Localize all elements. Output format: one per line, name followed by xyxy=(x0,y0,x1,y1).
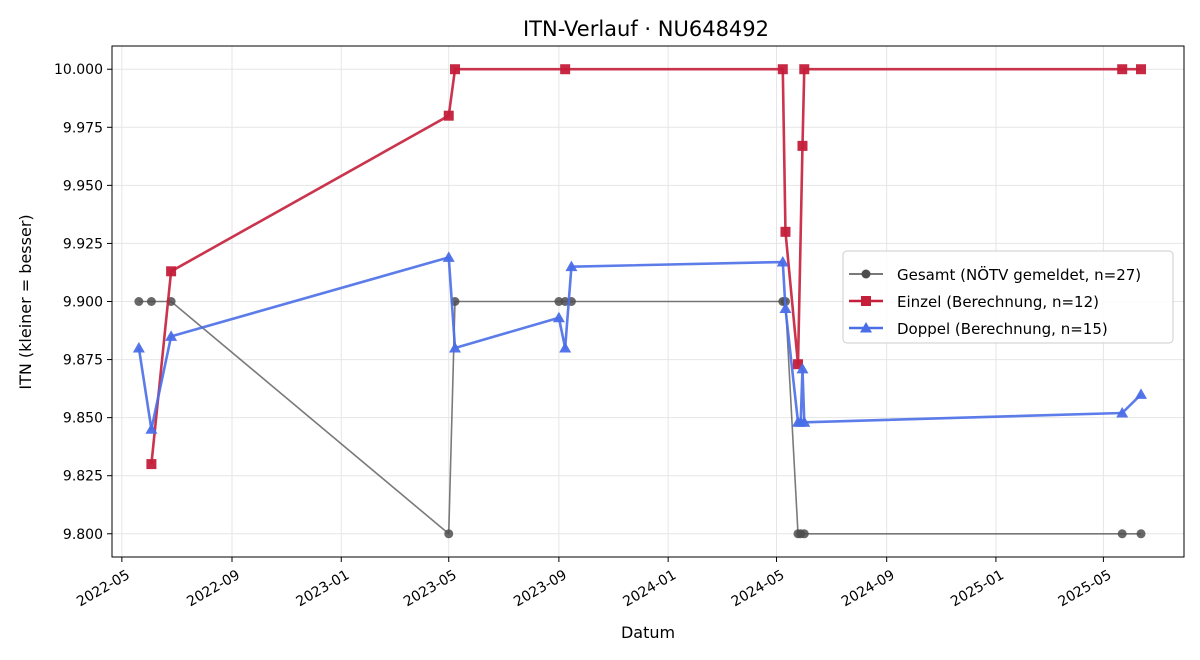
data-point xyxy=(779,302,792,313)
chart-title: ITN-Verlauf · NU648492 xyxy=(523,17,769,41)
data-point xyxy=(134,297,144,306)
data-point xyxy=(1117,64,1128,75)
data-point xyxy=(443,110,454,121)
data-point xyxy=(442,251,455,262)
data-point xyxy=(560,64,571,75)
legend-item: Gesamt (NÖTV gemeldet, n=27) xyxy=(849,265,1141,284)
y-tick-label: 9.800 xyxy=(63,527,103,543)
y-tick-label: 9.875 xyxy=(63,353,103,369)
series-3 xyxy=(132,251,1148,434)
data-point xyxy=(444,529,454,539)
series-line xyxy=(150,67,1142,465)
data-point xyxy=(797,140,808,151)
y-tick-label: 9.850 xyxy=(63,411,103,427)
data-point xyxy=(165,330,178,341)
x-tick-label: 2023-01 xyxy=(294,567,353,610)
y-tick-label: 9.925 xyxy=(63,236,103,252)
data-point xyxy=(799,529,809,539)
legend-label: Gesamt (NÖTV gemeldet, n=27) xyxy=(897,265,1141,284)
x-tick-label: 2022-09 xyxy=(184,567,243,610)
data-point xyxy=(146,297,156,306)
data-point xyxy=(565,260,578,272)
legend-item: Einzel (Berechnung, n=12) xyxy=(849,293,1099,311)
x-tick-label: 2023-05 xyxy=(401,567,460,610)
data-point xyxy=(146,459,157,470)
data-point xyxy=(793,359,804,370)
data-point xyxy=(799,64,810,75)
x-axis-label: Datum xyxy=(621,623,675,642)
x-tick-label: 2025-01 xyxy=(948,567,1007,610)
data-point xyxy=(1136,64,1147,75)
data-point xyxy=(450,64,461,75)
x-tick-label: 2024-01 xyxy=(620,567,679,610)
data-point xyxy=(559,341,572,353)
data-point xyxy=(796,362,809,374)
legend-label: Doppel (Berechnung, n=15) xyxy=(897,320,1108,338)
y-tick-label: 9.950 xyxy=(63,178,103,194)
data-point xyxy=(780,226,791,237)
x-tick-label: 2022-05 xyxy=(74,567,133,610)
data-point xyxy=(552,311,565,323)
x-tick-label: 2024-05 xyxy=(729,567,788,610)
legend-item: Doppel (Berechnung, n=15) xyxy=(849,320,1108,338)
data-point xyxy=(449,341,462,353)
series-line xyxy=(137,256,1142,431)
y-tick-label: 9.900 xyxy=(63,295,103,311)
data-point xyxy=(166,266,177,277)
data-point xyxy=(798,416,811,427)
data-point xyxy=(145,423,158,434)
legend-marker xyxy=(860,322,872,333)
legend: Gesamt (NÖTV gemeldet, n=27) Einzel (Bere… xyxy=(842,250,1174,344)
x-tick-label: 2023-09 xyxy=(511,567,570,610)
x-axis: 2022-05 2022-09 2023-01 2023-05 2023-09 2024-… xyxy=(74,557,1114,610)
legend-marker xyxy=(861,269,871,279)
data-point xyxy=(1135,388,1148,399)
x-tick-label: 2025-05 xyxy=(1056,567,1115,610)
data-point xyxy=(1136,529,1146,539)
data-point xyxy=(776,256,789,267)
legend-frame xyxy=(842,250,1174,344)
data-point xyxy=(132,341,145,353)
data-point xyxy=(1117,529,1127,539)
series-2 xyxy=(146,64,1147,470)
y-axis: 9.800 9.825 9.850 9.875 9.900 9.925 9.950 9.975… xyxy=(54,62,112,543)
y-tick-label: 10.000 xyxy=(54,62,103,78)
x-tick-label: 2024-09 xyxy=(839,567,898,610)
y-axis-label: ITN (kleiner = besser) xyxy=(16,214,35,389)
data-point xyxy=(777,64,788,75)
data-point xyxy=(1116,406,1129,418)
legend-label: Einzel (Berechnung, n=12) xyxy=(897,293,1099,311)
data-point xyxy=(554,297,564,306)
y-tick-label: 9.825 xyxy=(63,469,103,485)
series-layer xyxy=(132,64,1148,539)
y-tick-label: 9.975 xyxy=(63,120,103,136)
legend-marker xyxy=(861,296,871,306)
